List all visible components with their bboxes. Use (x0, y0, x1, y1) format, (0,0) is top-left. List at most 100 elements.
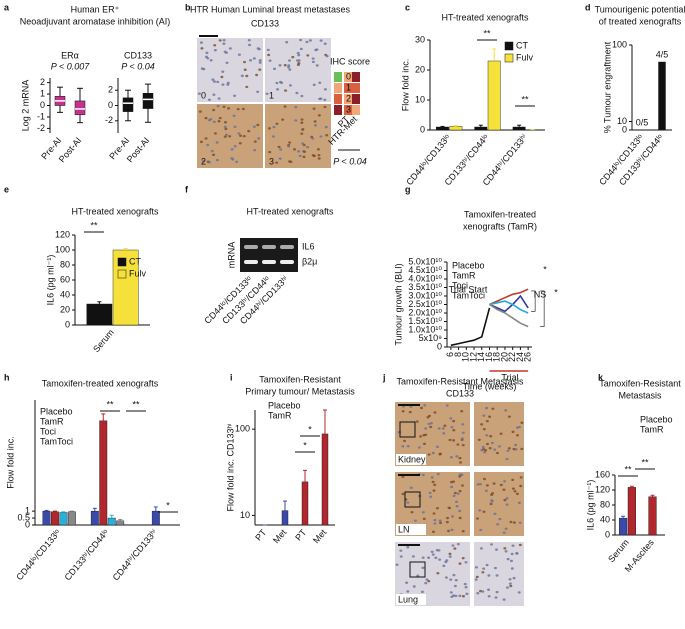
panel-letter: b (185, 2, 191, 12)
nucleus (297, 61, 301, 65)
bar (51, 511, 59, 526)
nucleus (199, 140, 203, 144)
heatmap-cell (352, 72, 360, 82)
nucleus (488, 415, 492, 418)
bar (658, 61, 666, 131)
nucleus (215, 141, 219, 144)
nucleus (253, 140, 257, 143)
nucleus (485, 484, 489, 487)
nucleus (205, 51, 209, 55)
nucleus (206, 143, 210, 147)
nucleus (490, 543, 494, 546)
nucleus (464, 561, 468, 564)
annotation: * (303, 440, 307, 450)
nucleus (517, 591, 521, 594)
nucleus (421, 566, 425, 570)
nucleus (506, 557, 510, 561)
legend-label: Placebo (268, 400, 301, 410)
box-label: ERα (61, 50, 79, 60)
nucleus (233, 94, 237, 97)
gel-band (262, 245, 276, 249)
nucleus (460, 410, 464, 413)
nucleus (497, 445, 501, 448)
nucleus (432, 489, 436, 492)
nucleus (200, 47, 204, 50)
tile-label-bg (396, 594, 426, 605)
nucleus (515, 492, 519, 496)
nucleus (495, 590, 499, 594)
tile-label: LN (398, 524, 410, 534)
nucleus (228, 47, 232, 50)
tissue-image (474, 542, 524, 606)
nucleus (508, 582, 512, 585)
nucleus (461, 443, 465, 447)
nucleus (502, 598, 506, 601)
nucleus (305, 40, 309, 44)
legend-label: TamR (640, 424, 664, 434)
nucleus (222, 42, 226, 45)
bar (281, 510, 289, 526)
legend-swatch (334, 72, 342, 82)
nucleus (212, 120, 216, 123)
nucleus (487, 595, 491, 598)
x-tick-label: 24 (515, 352, 525, 362)
nucleus (434, 556, 438, 560)
nucleus (212, 93, 216, 96)
y-axis-label: % Tumour engraftment (602, 41, 612, 133)
tissue-image (474, 402, 524, 466)
y-tick-label: -2 (37, 123, 45, 133)
nucleus (513, 490, 517, 493)
legend-label: 0 (346, 71, 351, 81)
nucleus (421, 511, 425, 514)
nucleus (288, 141, 292, 144)
nucleus (490, 441, 494, 445)
y-tick-label: 3.5x10¹⁰ (408, 282, 442, 292)
nucleus (277, 145, 281, 149)
y-tick-label: 2.0x10¹⁰ (408, 307, 442, 317)
nucleus (494, 596, 498, 599)
nucleus (454, 579, 458, 582)
series-line (489, 300, 529, 314)
nucleus (491, 407, 495, 411)
nucleus (435, 507, 439, 510)
nucleus (458, 516, 462, 520)
nucleus (296, 59, 300, 62)
inset-box (404, 491, 421, 508)
tissue-image (265, 38, 331, 102)
nucleus (410, 510, 414, 514)
box (142, 93, 154, 109)
panel-title: HT-treated xenografts (441, 12, 529, 22)
x-tick-label: Met (271, 527, 289, 545)
nucleus (456, 443, 460, 446)
nucleus (296, 51, 300, 55)
nucleus (485, 563, 489, 567)
nucleus (479, 528, 483, 532)
nucleus (268, 150, 272, 154)
y-tick-label: 1 (25, 505, 30, 515)
y-tick-label: 100 (55, 244, 70, 254)
legend-label: Fulv (129, 268, 147, 278)
x-tick-label: 6 (445, 352, 455, 357)
nucleus (233, 125, 237, 129)
y-tick-label: 40 (60, 289, 70, 299)
nucleus (256, 90, 260, 93)
y-axis-label: Log 2 mRNA (20, 80, 30, 132)
nucleus (276, 88, 280, 91)
legend-swatch (117, 257, 127, 267)
nucleus (221, 70, 225, 73)
x-tick-label: 16 (484, 352, 494, 362)
nucleus (487, 574, 491, 577)
tissue-image (474, 472, 524, 536)
nucleus (287, 59, 291, 62)
nucleus (450, 485, 454, 489)
series-line (489, 303, 529, 328)
nucleus (267, 127, 271, 130)
nucleus (413, 519, 417, 522)
nucleus (504, 550, 508, 553)
y-tick-label: 30 (415, 34, 425, 44)
annotation: ** (90, 220, 98, 230)
nucleus (451, 544, 455, 547)
nucleus (431, 451, 435, 455)
y-tick-label: 5.0x10¹⁰ (408, 256, 442, 266)
panel-letter: k (598, 372, 604, 382)
